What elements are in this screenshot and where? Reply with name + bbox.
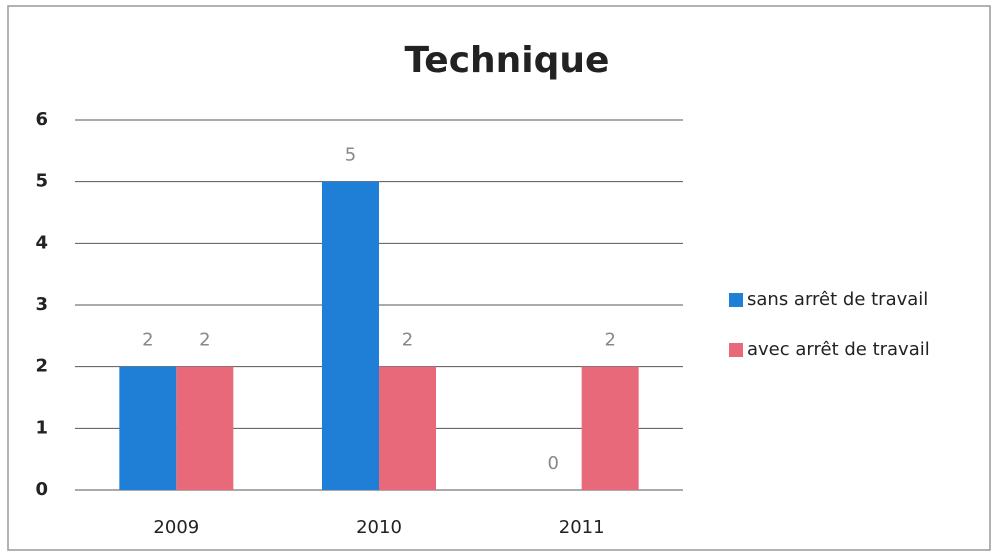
- y-tick-label: 1: [35, 417, 48, 438]
- bar: [379, 366, 436, 490]
- bar: [322, 181, 379, 490]
- chart-title: Technique: [405, 40, 610, 81]
- y-tick-label: 0: [35, 479, 48, 500]
- x-tick-label: 2010: [356, 517, 402, 538]
- x-tick-label: 2009: [153, 517, 199, 538]
- y-tick-label: 2: [35, 356, 48, 377]
- y-tick-label: 3: [35, 294, 48, 315]
- bar: [119, 366, 177, 490]
- y-tick-label: 5: [35, 171, 48, 192]
- legend-label: sans arrêt de travail: [747, 289, 928, 310]
- data-label: 2: [142, 330, 153, 351]
- data-label: 5: [345, 145, 356, 166]
- bar: [176, 366, 234, 490]
- legend-label: avec arrêt de travail: [747, 339, 930, 360]
- data-label: 0: [547, 453, 558, 474]
- legend-swatch: [729, 343, 743, 357]
- data-label: 2: [604, 330, 615, 351]
- data-label: 2: [402, 330, 413, 351]
- x-tick-label: 2011: [559, 517, 605, 538]
- data-label: 2: [199, 330, 210, 351]
- bar: [581, 366, 639, 490]
- legend-swatch: [729, 293, 743, 307]
- y-tick-label: 4: [35, 232, 48, 253]
- y-tick-label: 6: [35, 109, 48, 130]
